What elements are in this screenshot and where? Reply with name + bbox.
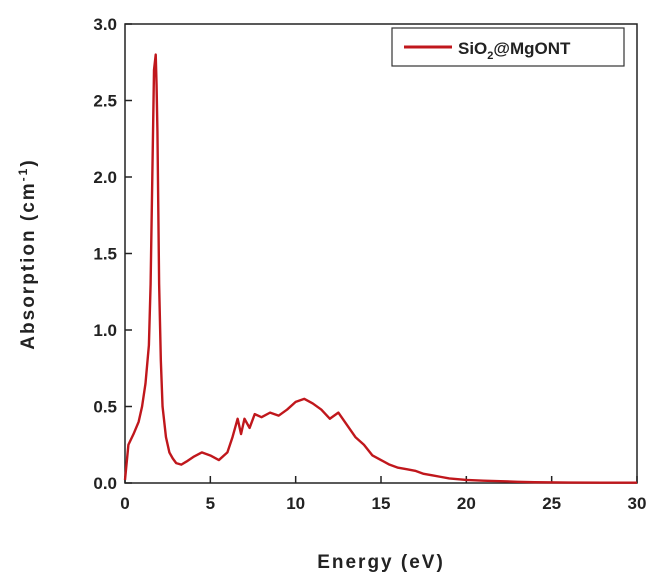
y-tick-label: 0.5	[93, 398, 117, 417]
x-tick-label: 5	[206, 494, 215, 513]
x-tick-label: 25	[542, 494, 561, 513]
y-tick-label: 2.5	[93, 92, 117, 111]
y-axis-title: Absorption (cm-1)	[16, 158, 39, 349]
y-axis-ticks: 0.0 0.5 1.0 1.5 2.0 2.5 3.0	[93, 15, 132, 493]
y-tick-label: 1.5	[93, 245, 117, 264]
x-tick-label: 30	[628, 494, 647, 513]
plot-frame	[124, 23, 638, 484]
legend-label-rest: @MgONT	[493, 39, 571, 58]
legend-label: SiO2@MgONT	[458, 39, 571, 62]
legend-label-main: SiO	[458, 39, 487, 58]
legend: SiO2@MgONT	[391, 27, 625, 67]
series-line-sio2-mgont	[123, 53, 637, 484]
x-axis-title: Energy (eV)	[317, 552, 445, 573]
y-tick-label: 0.0	[93, 474, 117, 493]
x-tick-label: 15	[372, 494, 391, 513]
legend-label-sub: 2	[487, 50, 493, 62]
x-axis-ticks: 0 5 10 15 20 25 30	[120, 476, 646, 513]
y-axis-title-main: Absorption (cm	[18, 181, 39, 349]
y-tick-label: 1.0	[93, 321, 117, 340]
y-tick-label: 3.0	[93, 15, 117, 34]
y-tick-label: 2.0	[93, 168, 117, 187]
y-axis-title-close: )	[18, 158, 39, 166]
x-tick-label: 10	[286, 494, 305, 513]
y-axis-title-sup: -1	[16, 167, 30, 182]
x-tick-label: 0	[120, 494, 129, 513]
x-tick-label: 20	[457, 494, 476, 513]
